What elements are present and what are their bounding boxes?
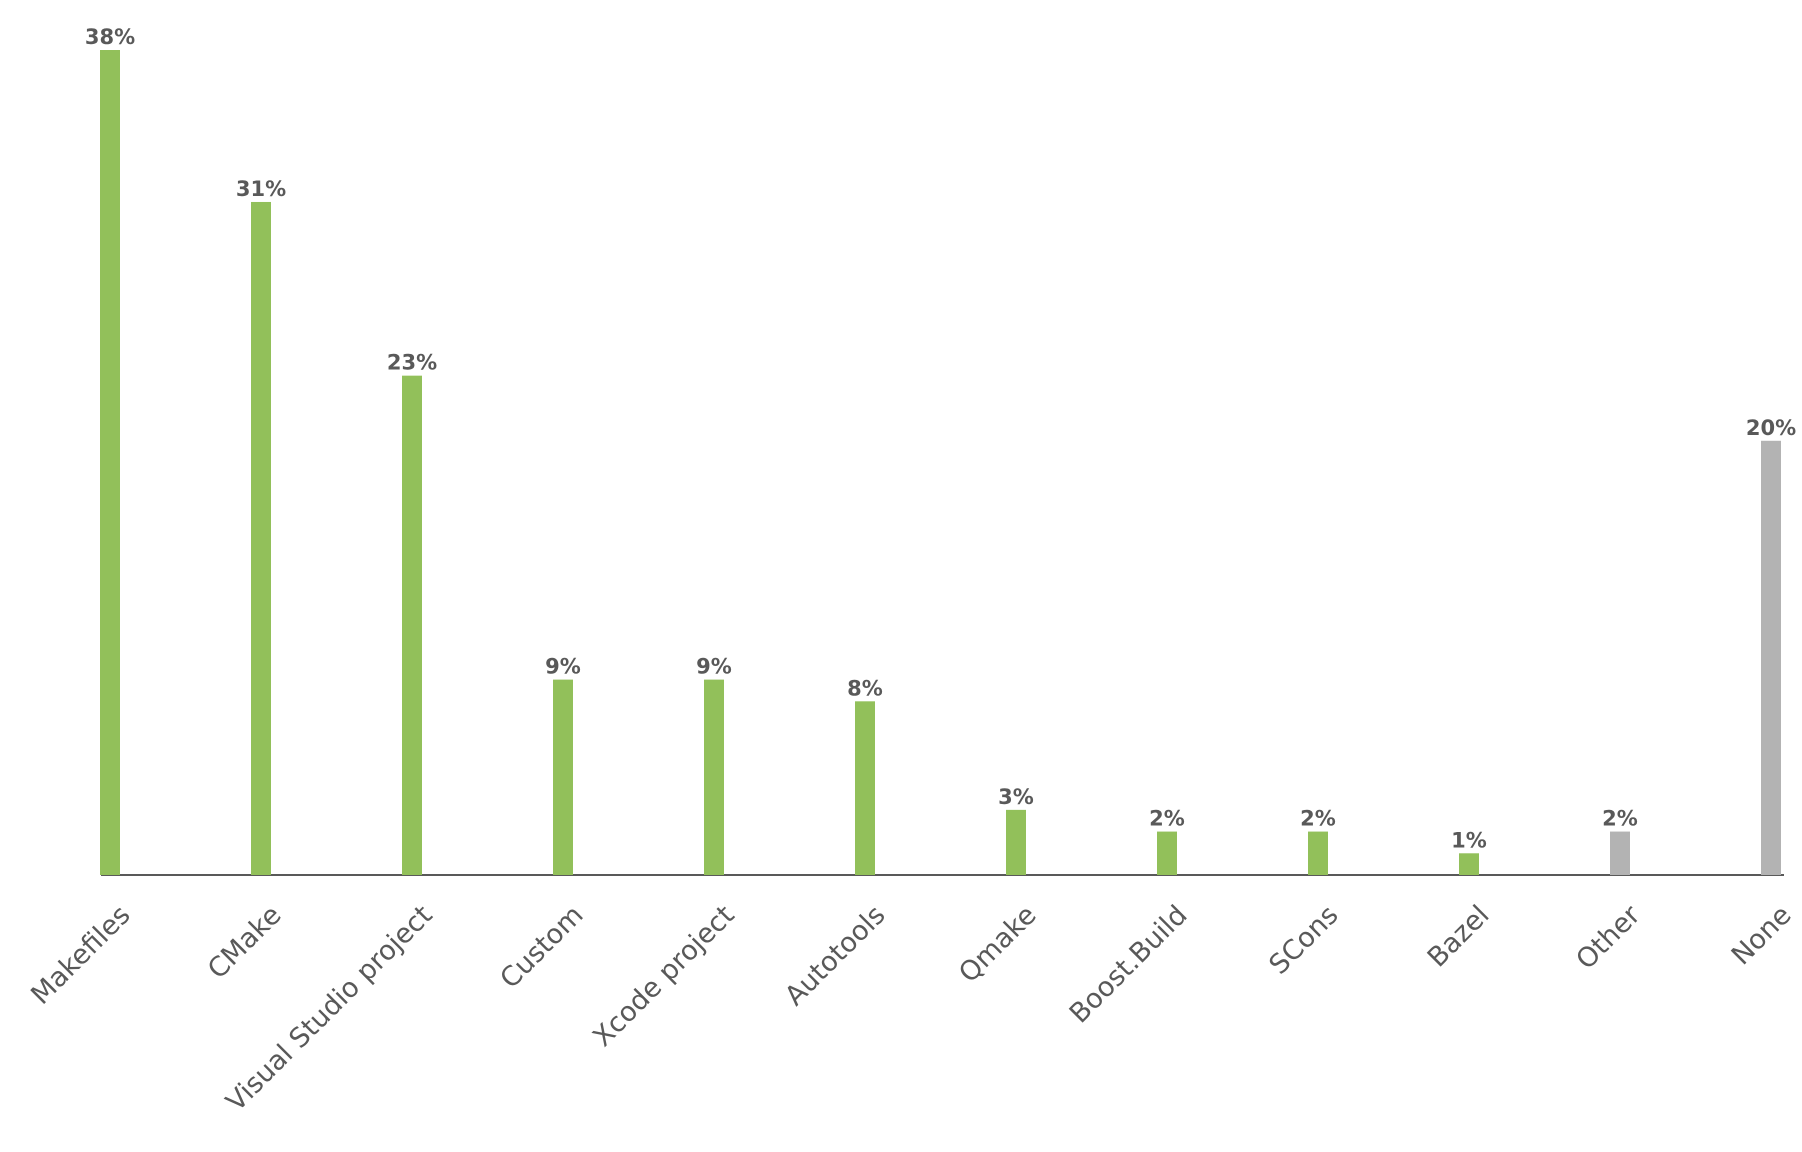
value-label: 31% [236,177,286,201]
value-label: 2% [1149,807,1185,831]
value-label: 2% [1602,807,1638,831]
bar [855,701,875,875]
x-tick-label: None [1726,900,1798,972]
value-label: 20% [1746,416,1796,440]
bar [1761,440,1781,875]
bar [1459,853,1479,875]
value-label: 3% [998,785,1034,809]
bar [553,679,573,875]
bar [251,201,271,875]
x-tick-label: Xcode project [587,900,740,1053]
x-tick-label: Custom [494,900,589,995]
value-label: 23% [387,351,437,375]
bar [704,679,724,875]
value-label: 9% [545,655,581,679]
value-label: 2% [1300,807,1336,831]
bar [402,375,422,875]
value-label: 38% [85,25,135,49]
x-tick-label: Bazel [1422,900,1496,974]
x-tick-label: Qmake [953,900,1042,989]
value-label: 1% [1451,828,1487,852]
bar [1157,831,1177,875]
x-tick-label: Boost.Build [1064,900,1194,1030]
bar [1308,831,1328,875]
x-tick-label: SCons [1263,900,1344,981]
bar [1006,809,1026,875]
x-tick-label: Makefiles [25,900,136,1011]
x-tick-label: Other [1570,899,1647,976]
x-tick-label: CMake [202,900,288,986]
x-tick-label: Autotools [779,900,891,1012]
value-label: 8% [847,676,883,700]
bar [1610,831,1630,875]
bar [100,50,120,875]
value-label: 9% [696,655,732,679]
